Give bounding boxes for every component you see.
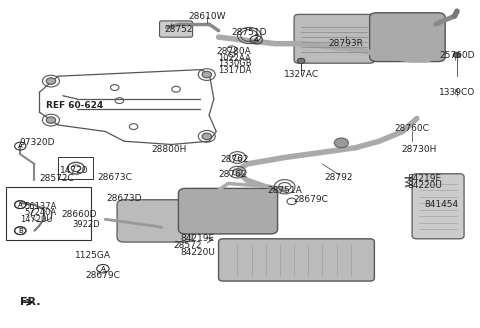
Text: 3922D: 3922D: [72, 220, 100, 229]
Text: 28730H: 28730H: [402, 145, 437, 154]
Text: 84220U: 84220U: [408, 181, 442, 190]
Circle shape: [202, 71, 212, 78]
FancyBboxPatch shape: [179, 188, 277, 234]
Text: 1339CO: 1339CO: [439, 88, 475, 97]
Text: 14720: 14720: [60, 166, 89, 175]
FancyBboxPatch shape: [294, 14, 374, 63]
Text: 84219E: 84219E: [181, 234, 215, 243]
Circle shape: [334, 138, 348, 148]
Text: 84220U: 84220U: [181, 248, 216, 257]
Text: 1330GB: 1330GB: [218, 59, 252, 68]
FancyBboxPatch shape: [159, 21, 192, 37]
Text: 56137A: 56137A: [24, 202, 57, 212]
Text: 28752: 28752: [164, 25, 192, 33]
Text: 28780A: 28780A: [216, 47, 251, 56]
FancyBboxPatch shape: [218, 239, 374, 281]
Text: 57240A: 57240A: [24, 208, 56, 216]
FancyBboxPatch shape: [412, 174, 464, 239]
Circle shape: [298, 58, 305, 64]
Text: FR.: FR.: [20, 297, 41, 307]
Text: 28792: 28792: [324, 173, 353, 181]
Text: 28760C: 28760C: [395, 124, 430, 133]
Text: 1022AA: 1022AA: [218, 54, 252, 63]
Text: 28679C: 28679C: [85, 271, 120, 280]
Text: 28610W: 28610W: [188, 11, 226, 21]
Text: 28751A: 28751A: [267, 186, 302, 195]
Text: REF 60-624: REF 60-624: [46, 101, 104, 110]
Text: 97320D: 97320D: [19, 138, 55, 147]
Text: 28660D: 28660D: [61, 210, 97, 219]
Text: 841454: 841454: [424, 200, 458, 209]
Circle shape: [46, 78, 56, 84]
FancyBboxPatch shape: [6, 187, 91, 240]
Text: 25760D: 25760D: [439, 51, 475, 60]
Circle shape: [453, 52, 461, 58]
Text: 28673C: 28673C: [97, 173, 132, 181]
Text: A: A: [18, 202, 23, 208]
Circle shape: [46, 117, 56, 123]
Text: 28762: 28762: [221, 154, 249, 164]
Text: 28793R: 28793R: [329, 39, 363, 48]
Text: 14720U: 14720U: [20, 215, 53, 224]
Text: 28572: 28572: [174, 241, 202, 251]
Text: 1327AC: 1327AC: [284, 70, 319, 79]
Text: 84219E: 84219E: [408, 174, 442, 183]
Text: 28679C: 28679C: [293, 195, 328, 204]
FancyBboxPatch shape: [370, 13, 445, 62]
FancyBboxPatch shape: [58, 157, 94, 179]
Text: 28751D: 28751D: [231, 28, 267, 37]
Text: 28572C: 28572C: [40, 174, 74, 183]
Text: 28800H: 28800H: [151, 145, 187, 154]
Text: 28673D: 28673D: [107, 194, 142, 203]
Circle shape: [202, 133, 212, 140]
FancyBboxPatch shape: [117, 200, 192, 242]
Text: B: B: [18, 228, 23, 234]
Text: A: A: [254, 37, 259, 43]
Text: 1125GA: 1125GA: [75, 251, 111, 260]
Text: 1317DA: 1317DA: [218, 66, 252, 75]
Text: 28762: 28762: [218, 170, 247, 179]
Text: A: A: [18, 143, 23, 149]
Text: A: A: [100, 266, 105, 272]
